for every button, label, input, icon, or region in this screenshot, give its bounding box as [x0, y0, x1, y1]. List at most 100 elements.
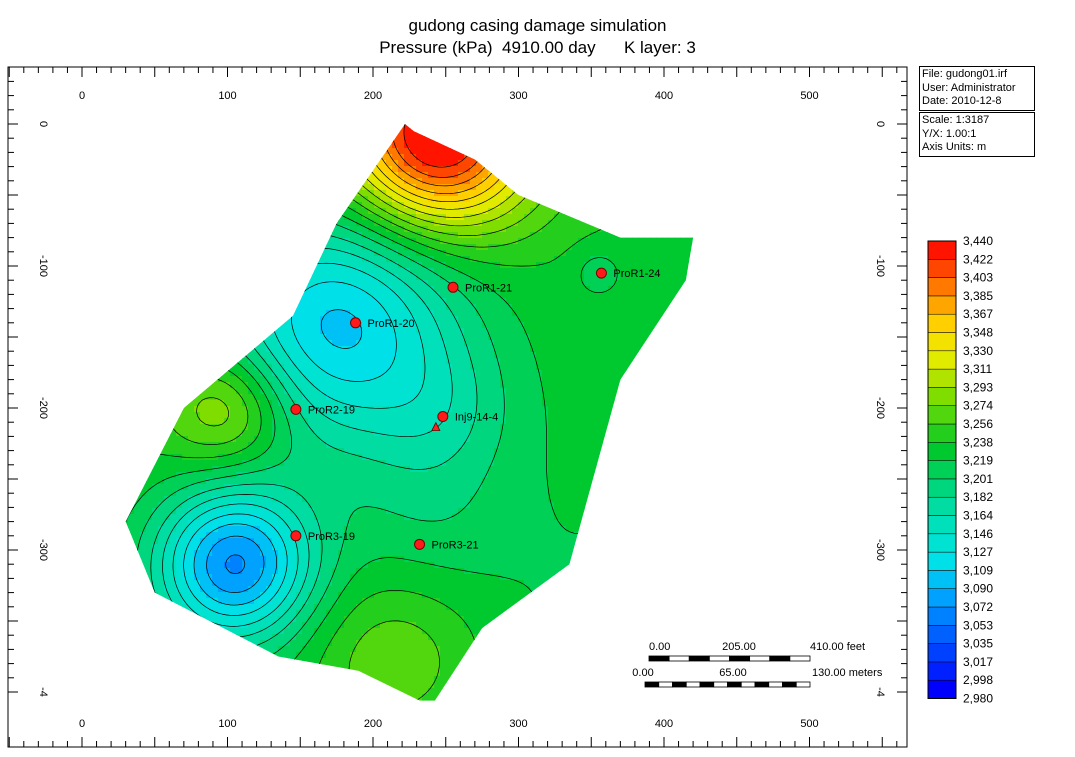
field-cell [482, 376, 489, 383]
field-cell [644, 274, 651, 281]
field-cell [164, 184, 171, 191]
field-cell [266, 142, 273, 149]
field-cell [398, 358, 405, 365]
field-cell [188, 268, 195, 275]
field-cell [584, 322, 591, 329]
field-cell [380, 154, 387, 161]
field-cell [434, 238, 441, 245]
field-cell [458, 286, 465, 293]
field-cell [398, 364, 405, 371]
field-cell [284, 154, 291, 161]
field-cell [386, 250, 393, 257]
field-cell [194, 238, 201, 245]
field-cell [632, 406, 639, 413]
field-cell [668, 340, 675, 347]
field-cell [692, 364, 694, 371]
field-cell [632, 178, 639, 185]
field-cell [590, 286, 597, 293]
field-cell [572, 190, 579, 197]
field-cell [512, 226, 519, 233]
field-cell [350, 310, 357, 317]
field-cell [344, 352, 351, 359]
field-cell [218, 142, 225, 149]
field-cell [602, 130, 609, 137]
field-cell [230, 124, 237, 125]
field-cell [224, 310, 231, 317]
field-cell [374, 148, 381, 155]
field-cell [470, 244, 477, 251]
field-cell [428, 160, 435, 167]
field-cell [368, 184, 375, 191]
field-cell [254, 250, 261, 257]
field-cell [602, 166, 609, 173]
field-cell [650, 232, 657, 239]
field-cell [290, 280, 297, 287]
field-cell [458, 370, 465, 377]
field-cell [434, 244, 441, 251]
field-cell [194, 130, 201, 137]
field-cell [440, 262, 447, 269]
field-cell [524, 376, 531, 383]
field-cell [470, 160, 477, 167]
field-cell [638, 334, 645, 341]
field-cell [260, 142, 267, 149]
field-cell [464, 130, 471, 137]
field-cell [632, 232, 639, 239]
field-cell [590, 160, 597, 167]
field-cell [140, 184, 147, 191]
field-cell [446, 358, 453, 365]
field-cell [398, 298, 405, 305]
field-cell [656, 340, 663, 347]
field-cell [230, 376, 237, 383]
field-cell [530, 214, 537, 221]
field-cell [578, 262, 585, 269]
field-cell [278, 262, 285, 269]
field-cell [560, 220, 567, 227]
field-cell [146, 124, 153, 131]
field-cell [170, 352, 177, 359]
field-cell [416, 142, 423, 149]
field-cell [260, 328, 267, 335]
field-cell [224, 268, 231, 275]
field-cell [476, 208, 483, 215]
field-cell [476, 274, 483, 281]
field-cell [356, 238, 363, 245]
field-cell [668, 346, 675, 353]
field-cell [152, 394, 159, 401]
field-cell [332, 178, 339, 185]
field-cell [284, 190, 291, 197]
field-cell [548, 232, 555, 239]
field-cell [554, 394, 561, 401]
field-cell [470, 400, 477, 407]
field-cell [320, 268, 327, 275]
field-cell [314, 292, 321, 299]
field-cell [308, 280, 315, 287]
field-cell [110, 148, 117, 155]
field-cell [692, 220, 694, 227]
field-cell [242, 322, 249, 329]
field-cell [524, 328, 531, 335]
field-cell [182, 190, 189, 197]
field-cell [404, 292, 411, 299]
field-cell [170, 370, 177, 377]
field-cell [254, 220, 261, 227]
field-cell [218, 214, 225, 221]
field-cell [398, 172, 405, 179]
field-cell [584, 124, 591, 125]
field-cell [410, 226, 417, 233]
field-cell [500, 358, 507, 365]
field-cell [536, 148, 543, 155]
field-cell [152, 298, 159, 305]
field-cell [590, 406, 597, 413]
field-cell [236, 412, 243, 419]
field-cell [248, 412, 255, 419]
field-cell [188, 316, 195, 323]
field-cell [248, 394, 255, 401]
field-cell [266, 298, 273, 305]
field-cell [476, 328, 483, 335]
field-cell [578, 142, 585, 149]
field-cell [548, 124, 555, 131]
field-cell [668, 232, 675, 239]
field-cell [626, 394, 633, 401]
field-cell [620, 268, 627, 275]
